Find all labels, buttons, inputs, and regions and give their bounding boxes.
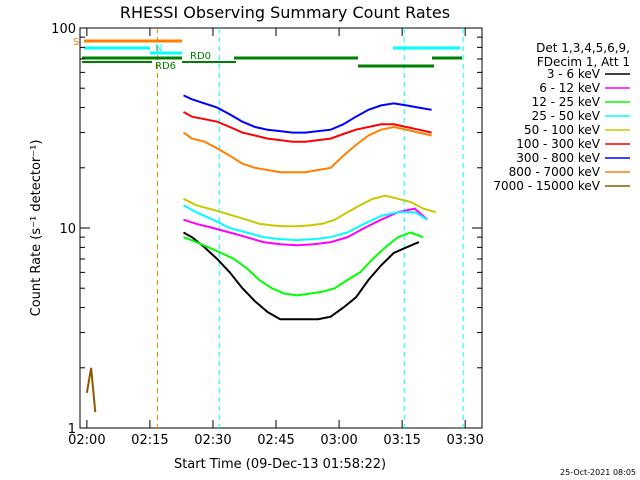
- series-line-0: [183, 231, 420, 321]
- axes: 02:00 02:15 02:30 02:45 03:00 03:15 03:30 1 10 10…: [51, 22, 484, 448]
- x-tick-label-4: 03:00: [320, 433, 357, 448]
- legend: Det 1,3,4,5,6,9,FDecim 1, Att 13 - 6 keV…: [493, 41, 630, 193]
- y-axis-label: Count Rate (s⁻¹ detector⁻¹): [29, 140, 44, 317]
- x-tick-label-6: 03:30: [446, 433, 483, 448]
- chart-title: RHESSI Observing Summary Count Rates: [120, 3, 450, 22]
- annotations: S N RD0 RD6: [73, 37, 211, 72]
- legend-label-3: 25 - 50 keV: [532, 109, 601, 123]
- legend-label-4: 50 - 100 keV: [524, 123, 601, 137]
- x-axis-label: Start Time (09-Dec-13 01:58:22): [174, 457, 386, 472]
- legend-label-0: 3 - 6 keV: [547, 67, 601, 81]
- observing-overlays: [82, 28, 464, 428]
- plot-frame: [79, 27, 483, 429]
- x-tick-label-1: 02:15: [131, 433, 168, 448]
- legend-label-7: 800 - 7000 keV: [509, 165, 601, 179]
- legend-label-8: 7000 - 15000 keV: [493, 179, 600, 193]
- legend-label-1: 6 - 12 keV: [539, 81, 601, 95]
- y-tick-label-2: 100: [51, 22, 76, 37]
- legend-header-1: FDecim 1, Att 1: [537, 55, 630, 69]
- series-layer: [85, 94, 437, 413]
- series-line-1: [183, 207, 429, 247]
- x-tick-label-2: 02:30: [194, 433, 231, 448]
- legend-label-6: 300 - 800 keV: [516, 151, 600, 165]
- annotation-s: S: [73, 37, 79, 48]
- series-line-7: [182, 125, 432, 174]
- y-tick-label-0: 1: [68, 422, 76, 437]
- footer-timestamp: 25-Oct-2021 08:05: [560, 468, 636, 477]
- series-line-8: [85, 367, 97, 413]
- series-line-3: [183, 204, 428, 242]
- annotation-rd0: RD0: [190, 51, 211, 62]
- x-tick-label-5: 03:15: [383, 433, 420, 448]
- x-tick-label-0: 02:00: [68, 433, 105, 448]
- series-line-4: [183, 194, 437, 228]
- legend-label-2: 12 - 25 keV: [532, 95, 601, 109]
- annotation-rd6: RD6: [155, 61, 176, 72]
- y-tick-label-1: 10: [59, 222, 76, 237]
- x-tick-label-3: 02:45: [257, 433, 294, 448]
- annotation-n: N: [155, 43, 162, 54]
- series-line-6: [183, 94, 432, 134]
- legend-header-0: Det 1,3,4,5,6,9,: [536, 41, 630, 55]
- series-line-5: [183, 111, 432, 143]
- legend-label-5: 100 - 300 keV: [516, 137, 600, 151]
- series-line-2: [183, 231, 424, 297]
- plot-area: [79, 27, 483, 429]
